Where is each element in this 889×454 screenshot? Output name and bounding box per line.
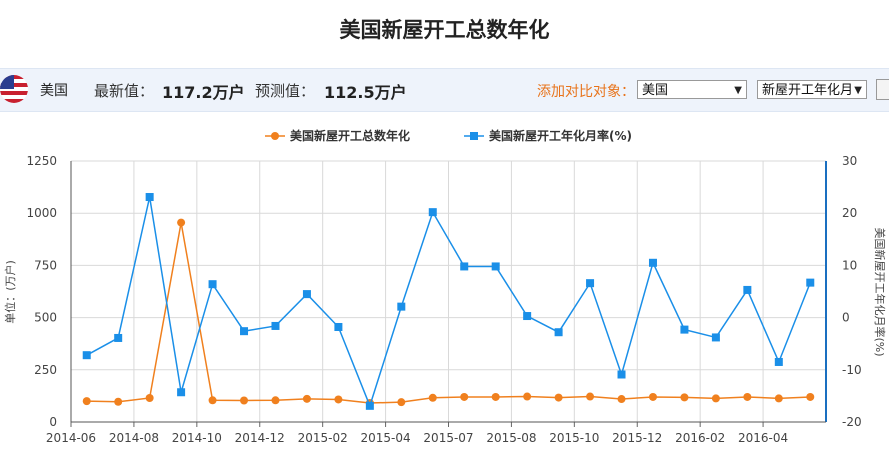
x-tick-label: 2015-08 [486,431,536,445]
chart-legend: 美国新屋开工总数年化 美国新屋开工年化月率(%) [265,128,632,143]
data-point-series-2 [334,322,343,331]
data-point-series-1 [806,392,815,401]
x-tick-label: 2015-04 [361,431,411,445]
chevron-down-icon: ▼ [854,85,862,96]
compare-label: 添加对比对象： [537,84,635,100]
x-tick-label: 2014-08 [109,431,159,445]
data-point-series-1 [523,392,532,401]
data-point-series-2 [240,327,249,336]
x-tick-label: 2015-02 [298,431,348,445]
series-line-2 [86,196,811,409]
y-axis-label: 单位：(万户) [3,260,17,324]
x-tick-label: 2016-04 [738,431,788,445]
y-tick-label: 750 [34,258,57,272]
chevron-down-icon: ▼ [734,85,742,96]
data-point-series-1 [397,398,406,407]
chart-series [82,193,815,410]
data-point-series-1 [680,393,689,402]
y2-tick-label: -20 [842,415,862,429]
page-title: 美国新屋开工总数年化 [339,18,550,42]
indicator-select[interactable]: 新屋开工年化月 ▼ [757,80,867,99]
data-point-series-2 [617,370,626,379]
legend-marker-series-1 [271,132,279,140]
data-point-series-2 [774,357,783,366]
data-point-series-1 [334,395,343,404]
data-point-series-1 [586,392,595,401]
data-point-series-1 [617,395,626,404]
data-point-series-2 [743,285,752,294]
data-point-series-2 [397,302,406,311]
country-name: 美国 [40,83,68,99]
y-tick-label: 0 [49,415,57,429]
data-point-series-1 [774,394,783,403]
data-point-series-1 [208,396,217,405]
us-flag-icon [0,75,28,103]
data-point-series-2 [145,193,154,202]
latest-value-label: 最新值： [94,82,155,100]
y-tick-label: 500 [34,311,57,325]
data-point-series-2 [491,262,500,271]
data-point-series-2 [208,280,217,289]
y2-tick-label: -10 [842,363,862,377]
latest-value: 117.2万户 [162,83,245,102]
legend-marker-series-2 [470,132,478,140]
data-point-series-1 [114,397,123,406]
country-select[interactable]: 美国 ▼ [637,80,747,99]
chart-axes: 0 250 500 750 1000 1250 -20 -10 0 10 20 30 2014-06 20… [26,154,861,445]
data-point-series-2 [460,262,469,271]
data-point-series-1 [271,396,280,405]
data-point-series-2 [680,325,689,334]
x-tick-label: 2015-10 [549,431,599,445]
data-point-series-1 [240,396,249,405]
x-tick-label: 2014-12 [235,431,285,445]
data-point-series-2 [523,312,532,321]
data-point-series-2 [428,208,437,217]
country-select-value: 美国 [642,83,669,98]
indicator-select-value: 新屋开工年化月 [762,83,854,98]
data-point-series-2 [271,321,280,330]
x-tick-label: 2014-06 [46,431,96,445]
data-point-series-1 [554,393,563,402]
data-point-series-2 [806,278,815,287]
data-point-series-1 [302,394,311,403]
data-point-series-2 [302,290,311,299]
data-point-series-1 [711,394,720,403]
data-point-series-1 [743,392,752,401]
data-point-series-2 [114,333,123,342]
data-point-series-1 [460,392,469,401]
y-tick-label: 250 [34,363,57,377]
info-bar: 美国 最新值： 117.2万户 预测值： 112.5万户 添加对比对象： 美国 … [0,68,889,112]
data-point-series-2 [365,401,374,410]
y2-tick-label: 10 [842,258,857,272]
data-point-series-1 [145,393,154,402]
y2-axis-label: 美国新屋开工年化月率(%) [873,227,887,356]
data-point-series-1 [428,393,437,402]
x-tick-label: 2016-02 [675,431,725,445]
y-tick-label: 1000 [26,206,57,220]
forecast-value: 112.5万户 [324,83,407,102]
x-tick-label: 2015-07 [423,431,473,445]
x-tick-label: 2015-12 [612,431,662,445]
y2-tick-label: 0 [842,311,850,325]
legend-label-series-1[interactable]: 美国新屋开工总数年化 [290,128,410,143]
legend-label-series-2[interactable]: 美国新屋开工年化月率(%) [489,128,632,143]
forecast-value-label: 预测值： [255,82,316,100]
series-line-1 [86,222,811,404]
compare-add-button[interactable] [876,79,889,100]
data-point-series-2 [711,333,720,342]
data-point-series-1 [648,392,657,401]
data-point-series-2 [554,328,563,337]
data-point-series-1 [82,397,91,406]
y-tick-label: 1250 [26,154,57,168]
y2-tick-label: 30 [842,154,857,168]
data-point-series-2 [82,351,91,360]
data-point-series-2 [648,258,657,267]
data-point-series-2 [586,279,595,288]
y2-tick-label: 20 [842,206,857,220]
data-point-series-1 [491,392,500,401]
data-point-series-1 [177,218,186,227]
x-tick-label: 2014-10 [172,431,222,445]
data-point-series-2 [177,388,186,397]
